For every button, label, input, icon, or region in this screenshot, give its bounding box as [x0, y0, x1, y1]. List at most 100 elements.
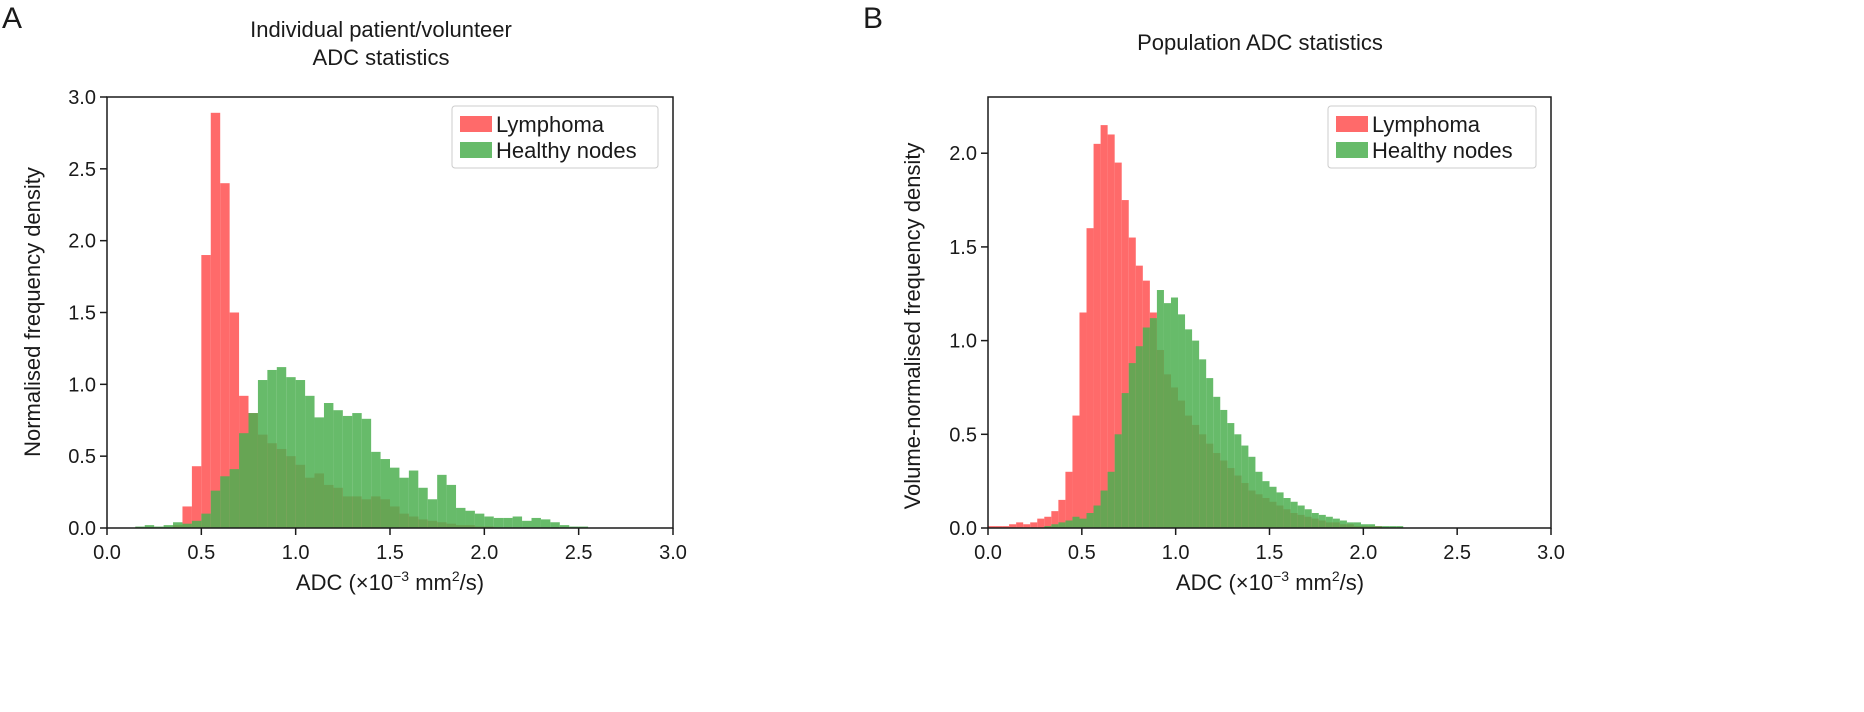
healthy-nodes-bar — [484, 516, 494, 528]
legend-box — [451, 105, 659, 169]
healthy-nodes-bar — [229, 469, 240, 528]
x-tick-label: 0.5 — [1068, 542, 1096, 564]
healthy-nodes-bar — [1206, 378, 1214, 528]
lymphoma-bar — [1072, 415, 1080, 528]
lymphoma-bar — [1107, 134, 1115, 528]
x-tick-label: 3.0 — [659, 542, 687, 564]
healthy-nodes-bar — [144, 525, 155, 528]
ticks-group: 0.0 0.5 1.0 1.5 2.0 2.5 3.0 0.0 0.5 1.0 1.5 2.0 — [949, 143, 1565, 564]
healthy-nodes-bar — [1163, 303, 1171, 528]
y-tick-label: 0.0 — [949, 518, 977, 540]
healthy-nodes-bar — [1396, 526, 1404, 528]
plot-frame — [987, 96, 1552, 529]
chart-title-line-2: ADC statistics — [313, 45, 450, 70]
healthy-nodes-bar — [1248, 456, 1256, 528]
healthy-nodes-bar — [1093, 505, 1101, 528]
x-tick-label: 2.5 — [1443, 542, 1471, 564]
healthy-nodes-bar — [1058, 522, 1066, 528]
healthy-nodes-bar — [1135, 346, 1143, 528]
lymphoma-bar — [191, 466, 202, 528]
x-tick-label: 2.0 — [1349, 542, 1377, 564]
lymphoma-bar — [1093, 143, 1101, 528]
y-tick-label: 1.0 — [68, 374, 96, 396]
healthy-nodes-bar — [1262, 481, 1270, 528]
x-tick-label: 1.5 — [1256, 542, 1284, 564]
x-tick-label: 0.0 — [974, 542, 1002, 564]
lymphoma-bar — [1114, 162, 1122, 528]
healthy-nodes-bar — [1339, 520, 1347, 528]
healthy-nodes-bar — [1360, 524, 1369, 528]
lymphoma-bar — [1079, 312, 1087, 528]
panel-letter-a: A — [2, 2, 22, 35]
healthy-nodes-bar — [295, 380, 306, 528]
healthy-nodes-bar — [1297, 505, 1305, 528]
lymphoma-bar — [1121, 200, 1129, 528]
healthy-nodes-bar — [1072, 516, 1080, 528]
healthy-nodes-bar — [1178, 314, 1186, 528]
legend-box — [1327, 105, 1537, 169]
chart-title-line-1: Individual patient/volunteer — [250, 17, 512, 42]
lymphoma-bar — [1100, 125, 1108, 528]
y-tick-label: 2.5 — [68, 159, 96, 181]
healthy-nodes-bar — [323, 403, 334, 528]
healthy-nodes-bar — [1121, 393, 1129, 528]
healthy-nodes-bar — [163, 525, 174, 528]
healthy-nodes-bar — [1332, 518, 1340, 528]
healthy-nodes-bar — [1213, 396, 1221, 528]
healthy-nodes-bar — [210, 490, 221, 528]
healthy-nodes-bar — [1086, 513, 1094, 528]
healthy-nodes-bar — [361, 418, 372, 528]
x-tick-label: 0.5 — [187, 542, 215, 564]
x-tick-label: 2.5 — [565, 542, 593, 564]
x-tick-label: 1.0 — [1162, 542, 1190, 564]
healthy-nodes-legend-label: Healthy nodes — [1372, 138, 1513, 163]
lymphoma-bar — [229, 312, 240, 528]
healthy-nodes-bar — [1051, 524, 1059, 528]
healthy-nodes-bar — [1234, 434, 1242, 528]
healthy-nodes-bar — [1044, 526, 1052, 528]
healthy-nodes-bar — [1192, 340, 1200, 528]
healthy-nodes-legend-swatch — [1336, 142, 1368, 158]
y-tick-label: 0.0 — [68, 518, 96, 540]
healthy-nodes-bar — [1170, 297, 1179, 528]
healthy-nodes-bar — [1142, 327, 1150, 528]
lymphoma-bar — [1009, 524, 1017, 528]
lymphoma-bar — [201, 255, 211, 529]
healthy-nodes-bar — [248, 413, 258, 528]
healthy-nodes-bar — [1375, 526, 1383, 528]
healthy-nodes-bar — [173, 522, 183, 528]
y-tick-label: 2.0 — [949, 143, 977, 165]
healthy-nodes-bar — [474, 513, 485, 528]
lymphoma-legend-label: Lymphoma — [1372, 112, 1481, 137]
plot-frame — [106, 96, 674, 529]
y-tick-label: 0.5 — [949, 424, 977, 446]
healthy-nodes-bar — [1346, 522, 1354, 528]
healthy-nodes-bar — [465, 510, 475, 528]
healthy-nodes-bar — [239, 433, 249, 528]
lymphoma-bar — [1016, 522, 1024, 528]
healthy-nodes-bar — [182, 523, 192, 528]
healthy-nodes-bar — [503, 517, 513, 528]
lymphoma-bar — [995, 526, 1003, 528]
healthy-nodes-bar — [314, 417, 324, 528]
healthy-nodes-bar — [1065, 520, 1073, 528]
healthy-nodes-bar — [371, 451, 381, 528]
healthy-nodes-bar — [493, 517, 504, 528]
healthy-nodes-bar — [342, 415, 353, 528]
lymphoma-bar — [1065, 471, 1073, 528]
lymphoma-legend-label: Lymphoma — [496, 112, 605, 137]
x-tick-label: 2.0 — [470, 542, 498, 564]
healthy-nodes-bar — [1311, 513, 1319, 528]
healthy-nodes-bar — [1382, 526, 1390, 528]
healthy-nodes-bar — [1149, 318, 1157, 528]
healthy-nodes-bar — [1276, 492, 1284, 528]
healthy-nodes-bar — [1353, 522, 1361, 528]
healthy-nodes-bar — [1220, 409, 1228, 528]
healthy-nodes-bar — [1185, 329, 1193, 528]
ticks-group: 0.0 0.5 1.0 1.5 2.0 2.5 3.0 0.0 0.5 1.0 1.5 2.0 2.5 3… — [68, 87, 687, 564]
healthy-nodes-bar — [1283, 498, 1291, 528]
healthy-nodes-bar — [437, 474, 447, 528]
x-tick-label: 3.0 — [1537, 542, 1565, 564]
